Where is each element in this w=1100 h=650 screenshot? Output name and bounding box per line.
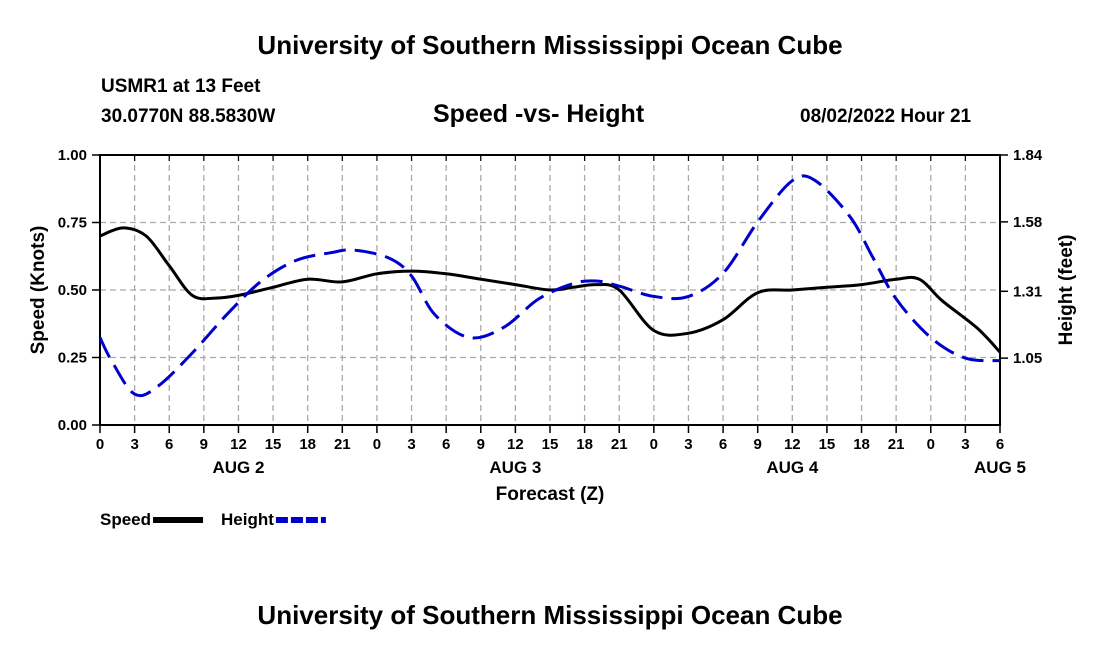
- x-tick-label: 6: [719, 436, 727, 453]
- x-tick-label: 15: [265, 436, 282, 453]
- y-axis-label-right: Height (feet): [1056, 235, 1077, 346]
- x-tick-label: 15: [819, 436, 836, 453]
- x-tick-label: 15: [542, 436, 559, 453]
- chart-grid: [100, 155, 1000, 425]
- x-tick-label: 0: [650, 436, 658, 453]
- x-tick-label: 6: [442, 436, 450, 453]
- x-tick-label: 18: [853, 436, 870, 453]
- x-tick-label: 21: [611, 436, 628, 453]
- y-tick-label-right: 1.31: [1013, 283, 1042, 300]
- forecast-timestamp: 08/02/2022 Hour 21: [800, 106, 972, 127]
- x-tick-label: 12: [507, 436, 524, 453]
- speed-height-chart: 0 3 6 9 12 15 18 21 0 3 6 9 12 15 18 21 0 3 6 9 12 15 18 21 0 3 6 A…: [28, 147, 1077, 529]
- y-tick-label-left: 0.75: [58, 215, 87, 232]
- legend-label-height: Height: [221, 510, 274, 529]
- x-tick-label: 9: [754, 436, 762, 453]
- series-line-speed: [99, 226, 1002, 354]
- series-line-height: [98, 174, 1001, 398]
- legend-label-speed: Speed: [100, 510, 151, 529]
- y-tick-label-right: 1.58: [1013, 214, 1042, 231]
- page-title-footer: University of Southern Mississippi Ocean…: [257, 600, 843, 630]
- x-tick-label: 18: [576, 436, 593, 453]
- page-title: University of Southern Mississippi Ocean…: [257, 30, 843, 60]
- y-tick-label-right: 1.05: [1013, 350, 1042, 367]
- chart-title: Speed -vs- Height: [433, 100, 645, 128]
- x-tick-label: 0: [927, 436, 935, 453]
- axis-ticks: 0 3 6 9 12 15 18 21 0 3 6 9 12 15 18 21 0 3 6 9 12 15 18 21 0 3 6 A…: [58, 147, 1043, 477]
- x-tick-label: 3: [130, 436, 138, 453]
- x-tick-label: 12: [230, 436, 247, 453]
- chart-legend: Speed Height: [100, 510, 326, 529]
- y-tick-label-left: 0.25: [58, 350, 87, 367]
- x-day-label: AUG 4: [766, 458, 819, 477]
- station-label: USMR1 at 13 Feet: [101, 76, 261, 97]
- x-tick-label: 9: [477, 436, 485, 453]
- y-tick-label-right: 1.84: [1013, 147, 1043, 164]
- x-tick-label: 12: [784, 436, 801, 453]
- x-day-label: AUG 5: [974, 458, 1026, 477]
- y-tick-label-left: 0.00: [58, 417, 87, 434]
- x-tick-label: 3: [961, 436, 969, 453]
- x-day-label: AUG 3: [489, 458, 541, 477]
- x-axis-label: Forecast (Z): [496, 484, 605, 505]
- x-tick-label: 0: [373, 436, 381, 453]
- x-day-label: AUG 2: [212, 458, 264, 477]
- x-tick-label: 18: [299, 436, 316, 453]
- station-coordinates: 30.0770N 88.5830W: [101, 106, 276, 127]
- x-tick-label: 3: [407, 436, 415, 453]
- y-axis-label-left: Speed (Knots): [28, 226, 49, 355]
- x-tick-label: 3: [684, 436, 692, 453]
- x-tick-label: 6: [165, 436, 173, 453]
- x-tick-label: 9: [200, 436, 208, 453]
- x-tick-label: 21: [888, 436, 905, 453]
- x-tick-label: 21: [334, 436, 351, 453]
- chart-series: [98, 174, 1002, 398]
- y-tick-label-left: 1.00: [58, 147, 87, 164]
- x-tick-label: 0: [96, 436, 104, 453]
- y-tick-label-left: 0.50: [58, 282, 87, 299]
- x-tick-label: 6: [996, 436, 1004, 453]
